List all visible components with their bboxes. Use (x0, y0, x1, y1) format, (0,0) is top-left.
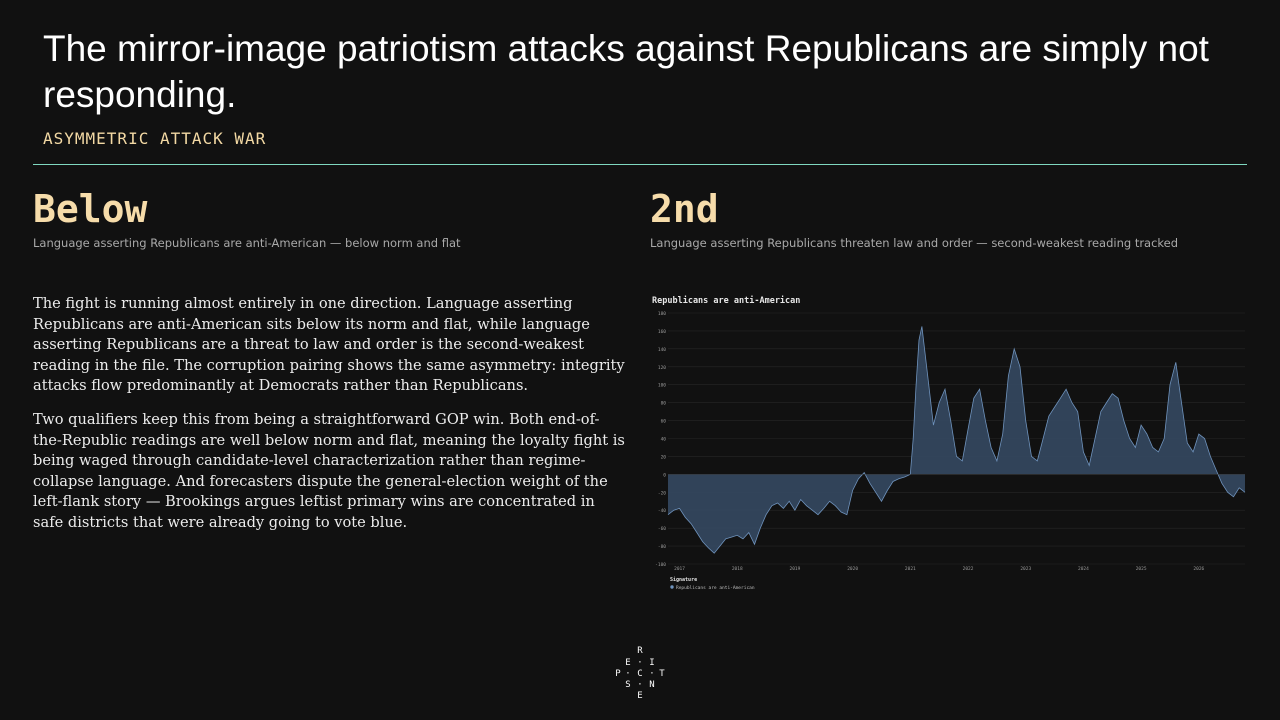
chart-title: Republicans are anti-American (652, 295, 800, 306)
y-tick-label: 120 (658, 365, 666, 371)
logo-letter: I (649, 658, 655, 668)
logo-letter: N (649, 680, 655, 690)
logo-dot: · (637, 658, 643, 668)
logo-letter: R (637, 646, 643, 656)
x-tick-label: 2018 (732, 566, 743, 572)
body-paragraph-2: Two qualifiers keep this from being a st… (33, 410, 625, 531)
section-subtitle: ASYMMETRIC ATTACK WAR (43, 129, 267, 148)
y-tick-label: -40 (658, 508, 666, 514)
y-tick-label: 100 (658, 383, 666, 389)
area-chart: Republicans are anti-American 180 160 140 12… (652, 295, 1246, 591)
legend-title: Signature (670, 577, 697, 583)
page-title: The mirror-image patriotism attacks agai… (43, 28, 1209, 115)
stat-caption-right: Language asserting Republicans threaten … (650, 236, 1179, 250)
legend-label: Republicans are anti-American (676, 585, 755, 591)
y-tick-label: 40 (661, 437, 667, 443)
x-tick-label: 2020 (847, 566, 858, 572)
x-tick-label: 2017 (674, 566, 685, 572)
y-tick-label: 60 (661, 419, 667, 425)
y-tick-label: -100 (655, 562, 666, 568)
y-tick-label: 20 (661, 454, 667, 460)
logo-letter: C (637, 669, 643, 679)
series-area (668, 326, 1245, 554)
x-tick-label: 2025 (1136, 566, 1147, 572)
body-paragraph-1: The fight is running almost entirely in … (33, 295, 625, 395)
y-tick-label: 160 (658, 329, 666, 335)
y-tick-label: 180 (658, 311, 666, 317)
stat-value-right: 2nd (650, 187, 719, 231)
logo-letter: S (625, 680, 631, 690)
y-tick-label: -20 (658, 490, 666, 496)
x-tick-label: 2024 (1078, 566, 1089, 572)
logo-letter: E (637, 691, 643, 701)
x-tick-label: 2023 (1020, 566, 1031, 572)
logo-letter: T (659, 669, 665, 679)
chart-container: Republicans are anti-American 180 160 140 12… (648, 290, 1248, 596)
stat-value-left: Below (33, 187, 148, 231)
x-tick-label: 2026 (1193, 566, 1204, 572)
header-divider (33, 164, 1247, 165)
x-tick-label: 2019 (790, 566, 801, 572)
logo-letter: P (615, 669, 621, 679)
body-text: The fight is running almost entirely in … (33, 294, 628, 547)
x-tick-label: 2022 (963, 566, 974, 572)
y-tick-label: -60 (658, 526, 666, 532)
stat-caption-left: Language asserting Republicans are anti-… (33, 236, 461, 250)
y-tick-label: 0 (663, 472, 666, 478)
logo-dot: · (625, 669, 631, 679)
series-line (667, 326, 1246, 554)
logo: R E · I P · C · T S · N E (612, 646, 668, 702)
logo-dot: · (649, 669, 655, 679)
x-tick-label: 2021 (905, 566, 916, 572)
logo-dot: · (637, 680, 643, 690)
y-tick-label: -80 (658, 544, 666, 550)
legend-swatch (670, 585, 674, 589)
y-tick-label: 80 (661, 401, 667, 407)
logo-letter: E (625, 658, 631, 668)
y-tick-label: 140 (658, 347, 666, 353)
